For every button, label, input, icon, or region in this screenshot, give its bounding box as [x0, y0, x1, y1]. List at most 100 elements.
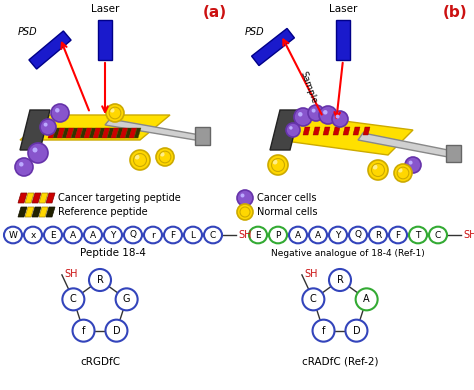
Circle shape — [105, 320, 128, 342]
Circle shape — [329, 269, 351, 291]
Text: D: D — [353, 326, 360, 336]
Text: R: R — [97, 275, 103, 285]
Text: Q: Q — [355, 230, 362, 239]
Circle shape — [311, 108, 316, 113]
Text: A: A — [295, 230, 301, 239]
Polygon shape — [20, 110, 50, 150]
Circle shape — [135, 154, 139, 160]
Circle shape — [63, 288, 84, 310]
Circle shape — [237, 204, 253, 220]
Text: L: L — [191, 230, 195, 239]
Text: cRADfC (Ref-2): cRADfC (Ref-2) — [302, 357, 378, 367]
Circle shape — [368, 160, 388, 180]
Polygon shape — [120, 128, 128, 138]
Polygon shape — [102, 128, 110, 138]
Polygon shape — [303, 127, 310, 135]
Text: f: f — [322, 326, 325, 336]
Polygon shape — [46, 207, 55, 217]
Ellipse shape — [64, 227, 82, 243]
Text: SH: SH — [304, 269, 318, 279]
Text: Cancer targeting peptide: Cancer targeting peptide — [58, 193, 181, 203]
Text: Peptide 18-4: Peptide 18-4 — [80, 248, 146, 258]
Polygon shape — [293, 127, 300, 135]
Circle shape — [156, 148, 174, 166]
Ellipse shape — [124, 227, 142, 243]
Text: Negative analogue of 18-4 (Ref-1): Negative analogue of 18-4 (Ref-1) — [271, 248, 425, 257]
Text: P: P — [275, 230, 281, 239]
Ellipse shape — [369, 227, 387, 243]
Polygon shape — [333, 127, 340, 135]
Polygon shape — [105, 119, 200, 140]
Text: W: W — [9, 230, 18, 239]
Text: R: R — [375, 230, 381, 239]
Circle shape — [398, 168, 402, 172]
Ellipse shape — [104, 227, 122, 243]
Polygon shape — [93, 128, 101, 138]
Polygon shape — [75, 128, 83, 138]
Text: (a): (a) — [203, 5, 227, 20]
Text: (b): (b) — [443, 5, 467, 20]
Circle shape — [44, 122, 47, 127]
Ellipse shape — [269, 227, 287, 243]
Bar — [336, 20, 350, 60]
Polygon shape — [25, 193, 34, 203]
Circle shape — [33, 147, 37, 152]
Polygon shape — [80, 128, 87, 138]
Ellipse shape — [289, 227, 307, 243]
Polygon shape — [53, 128, 60, 138]
Polygon shape — [32, 207, 41, 217]
Ellipse shape — [84, 227, 102, 243]
Ellipse shape — [144, 227, 162, 243]
Circle shape — [160, 152, 164, 156]
Bar — [98, 20, 112, 60]
Polygon shape — [125, 128, 132, 138]
Circle shape — [409, 161, 412, 165]
Text: E: E — [255, 230, 261, 239]
Bar — [252, 28, 294, 66]
Ellipse shape — [204, 227, 222, 243]
Text: x: x — [30, 230, 36, 239]
Text: C: C — [210, 230, 216, 239]
Circle shape — [323, 110, 328, 115]
Text: r: r — [151, 230, 155, 239]
Text: D: D — [113, 326, 120, 336]
Circle shape — [51, 104, 69, 122]
Circle shape — [55, 108, 60, 113]
Text: Laser: Laser — [91, 4, 119, 14]
Polygon shape — [116, 128, 123, 138]
Polygon shape — [62, 128, 69, 138]
Polygon shape — [46, 193, 55, 203]
Circle shape — [332, 111, 348, 127]
Text: Reference peptide: Reference peptide — [58, 207, 147, 217]
Text: C: C — [70, 294, 77, 304]
Circle shape — [312, 320, 335, 342]
Text: G: G — [123, 294, 130, 304]
Ellipse shape — [184, 227, 202, 243]
Polygon shape — [270, 110, 300, 150]
Polygon shape — [195, 127, 210, 145]
Text: Y: Y — [110, 230, 116, 239]
Polygon shape — [111, 128, 119, 138]
Ellipse shape — [24, 227, 42, 243]
Circle shape — [237, 190, 253, 206]
Text: Q: Q — [129, 230, 137, 239]
Text: C: C — [435, 230, 441, 239]
Text: Y: Y — [335, 230, 341, 239]
Polygon shape — [84, 128, 92, 138]
Circle shape — [346, 320, 367, 342]
Circle shape — [302, 288, 324, 310]
Circle shape — [336, 115, 339, 119]
Polygon shape — [18, 207, 27, 217]
Circle shape — [298, 112, 302, 117]
Ellipse shape — [249, 227, 267, 243]
Text: PSD: PSD — [245, 27, 265, 37]
Polygon shape — [39, 193, 48, 203]
Text: A: A — [315, 230, 321, 239]
Circle shape — [130, 150, 150, 170]
Polygon shape — [446, 145, 461, 162]
Circle shape — [356, 288, 378, 310]
Text: SH: SH — [64, 269, 77, 279]
Circle shape — [373, 165, 377, 170]
Polygon shape — [57, 128, 65, 138]
Polygon shape — [134, 128, 141, 138]
